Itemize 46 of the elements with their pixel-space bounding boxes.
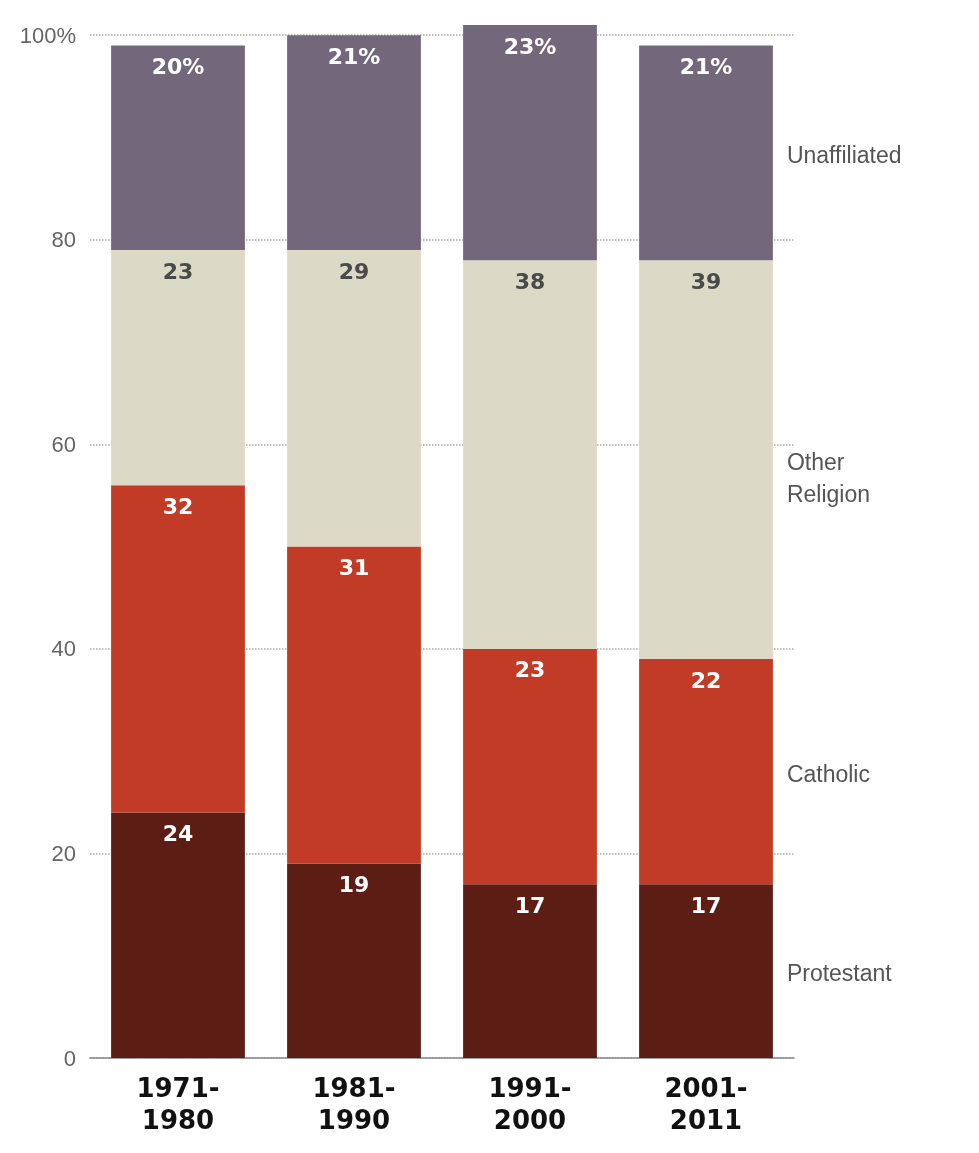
- bar: [639, 45, 773, 261]
- data-label: 39: [690, 268, 722, 294]
- bar: [463, 25, 597, 261]
- y-tick-label: 20: [51, 840, 76, 866]
- bar: [463, 260, 597, 649]
- x-tick-label: 1981-1990: [312, 1073, 396, 1135]
- y-tick-label: 0: [63, 1045, 76, 1071]
- data-label: 22: [690, 667, 722, 693]
- x-tick-label: 1991-2000: [488, 1073, 572, 1135]
- bar: [111, 812, 245, 1058]
- bar: [639, 260, 773, 660]
- bar: [463, 884, 597, 1058]
- y-tick-label: 100%: [19, 22, 76, 48]
- y-tick-label: 60: [51, 431, 76, 457]
- bar: [639, 884, 773, 1058]
- x-tick-label: 2001-2011: [664, 1073, 748, 1135]
- data-label: 20%: [151, 53, 205, 79]
- data-label: 31: [338, 555, 370, 581]
- data-label: 29: [338, 258, 370, 284]
- data-label: 23%: [503, 33, 557, 59]
- series-label: Protestant: [786, 960, 893, 987]
- bar: [287, 863, 421, 1058]
- data-label: 24: [162, 821, 194, 847]
- bar: [287, 35, 421, 251]
- bar: [287, 546, 421, 864]
- bar: [111, 45, 245, 251]
- y-tick-label: 40: [51, 636, 76, 662]
- data-label: 23: [514, 657, 546, 683]
- bar: [111, 250, 245, 486]
- data-label: 17: [690, 892, 722, 918]
- bar: [463, 648, 597, 885]
- x-tick-label: 1971-1980: [136, 1073, 220, 1135]
- y-tick-label: 80: [51, 227, 76, 253]
- series-label: Catholic: [786, 760, 870, 787]
- bar: [639, 659, 773, 885]
- data-label: 19: [338, 872, 370, 898]
- data-label: 21%: [327, 43, 381, 69]
- data-label: 23: [162, 258, 194, 284]
- series-label: Other Religion: [786, 448, 870, 507]
- data-label: 32: [162, 493, 194, 519]
- data-label: 21%: [679, 53, 733, 79]
- bar: [287, 250, 421, 547]
- data-label: 17: [514, 892, 546, 918]
- data-label: 38: [514, 268, 546, 294]
- bar: [111, 485, 245, 813]
- series-label: Unaffiliated: [786, 141, 902, 168]
